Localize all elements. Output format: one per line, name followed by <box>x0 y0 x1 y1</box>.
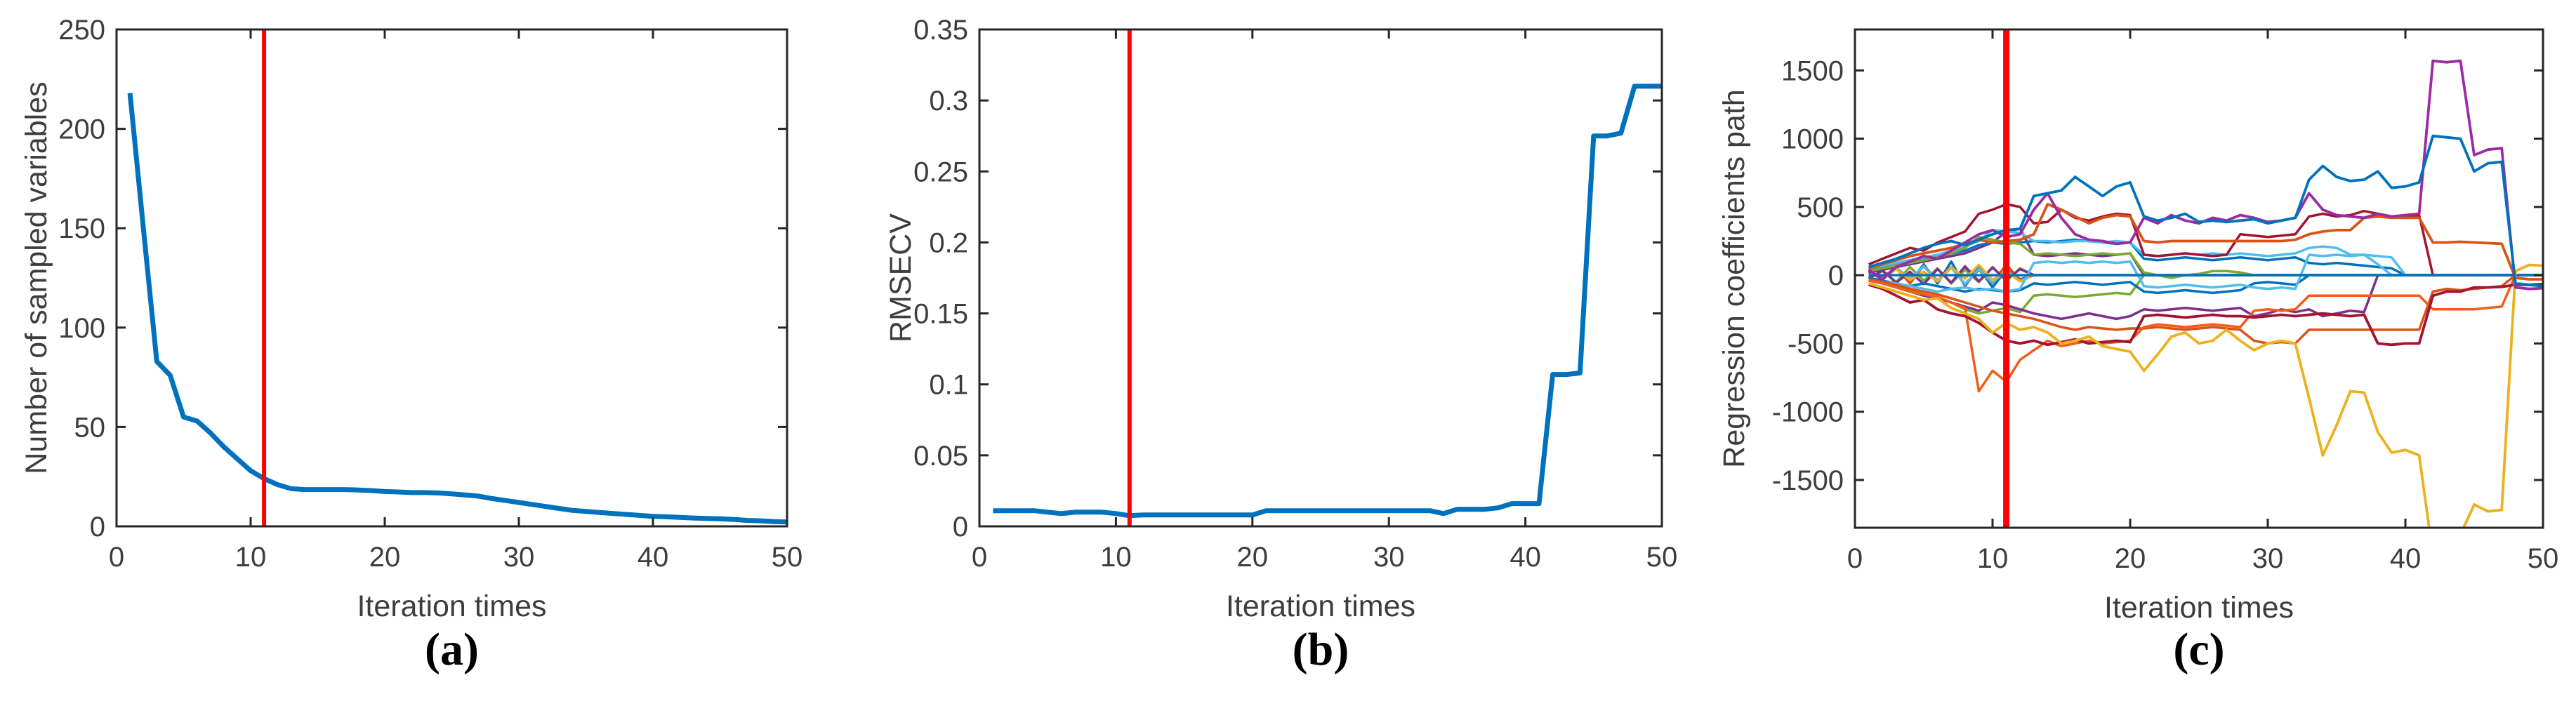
y-tick-label: 0.15 <box>913 299 968 330</box>
x-tick-label: 20 <box>1237 542 1269 573</box>
panel-a: 0 10 20 30 40 50 0 50 100 150 200 250 Iteration time… <box>0 0 859 706</box>
y-axis-title: RMSECV <box>884 213 918 342</box>
y-tick-label: 0.2 <box>929 227 968 258</box>
y-tick-label: 0 <box>953 512 968 542</box>
y-tick-label: 0.05 <box>913 441 968 472</box>
x-axis-title: Iteration times <box>1226 590 1415 623</box>
x-tick-label: 10 <box>1977 543 2009 574</box>
axis-box <box>115 28 788 528</box>
y-tick-label: 1000 <box>1781 124 1844 155</box>
x-tick-label: 40 <box>1510 542 1541 573</box>
x-axis-title: Iteration times <box>357 590 546 623</box>
panel-c: 0 10 20 30 40 50 -1500 -1000 -500 0 500 1000 1500 Ite… <box>1717 0 2576 706</box>
x-tick-label: 0 <box>1847 543 1863 574</box>
panel-a-chart: 0 10 20 30 40 50 0 50 100 150 200 250 Iteration time… <box>20 15 803 623</box>
x-tick-label: 20 <box>2115 543 2146 574</box>
series-coef-purple3 <box>1868 227 2543 277</box>
y-tick-label: -1000 <box>1772 397 1844 428</box>
y-tick-label: 0.35 <box>913 15 968 46</box>
panel-c-chart: 0 10 20 30 40 50 -1500 -1000 -500 0 500 1000 1500 Ite… <box>1717 28 2559 625</box>
y-tick-label: 150 <box>58 213 105 244</box>
axis-box <box>978 28 1663 528</box>
series-coef-purple2 <box>1868 274 2543 321</box>
y-tick-label: 100 <box>58 313 105 344</box>
y-tick-label: 0.1 <box>929 370 968 401</box>
x-tick-label: 50 <box>2528 543 2559 574</box>
x-tick-label: 0 <box>972 542 987 573</box>
series-coef-darkred-main <box>1868 282 2543 347</box>
x-tick-label: 0 <box>109 542 124 573</box>
x-tick-label: 20 <box>369 542 401 573</box>
y-axis-title: Number of sampled variables <box>20 81 53 474</box>
x-tick-label: 50 <box>1646 542 1678 573</box>
x-tick-label: 40 <box>638 542 669 573</box>
y-tick-label: 500 <box>1797 192 1844 223</box>
y-tick-label: 250 <box>58 15 105 46</box>
y-axis-title: Regression coefficients path <box>1717 89 1751 467</box>
series-coef-orange-main <box>1868 203 2543 281</box>
axis-box <box>1854 28 2544 529</box>
x-axis-title: Iteration times <box>2104 591 2294 625</box>
panel-b-caption: (b) <box>1292 624 1349 675</box>
x-tick-label: 30 <box>503 542 535 573</box>
y-tick-label: -1500 <box>1772 465 1844 496</box>
panel-b: 0 10 20 30 40 50 0 0.05 0.1 0.15 0.2 0.25 0.3 0.35 Ite… <box>859 0 1717 706</box>
y-tick-label: 1500 <box>1781 55 1844 86</box>
y-tick-label: -500 <box>1788 328 1844 359</box>
x-tick-label: 10 <box>1100 542 1132 573</box>
series-group <box>127 93 787 525</box>
y-tick-label: 50 <box>74 412 106 443</box>
y-tick-label: 0 <box>1828 260 1844 291</box>
y-tick-label: 0 <box>90 512 105 542</box>
series-sampled-variables <box>127 93 787 525</box>
x-tick-label: 30 <box>1373 542 1405 573</box>
series-coef-darkred2 <box>1868 203 2543 277</box>
series-coef-amber-main <box>1868 263 2543 528</box>
y-tick-label: 0.3 <box>929 86 968 116</box>
series-coef-orange-neg2 <box>1868 274 2543 345</box>
panel-a-caption: (a) <box>425 624 479 675</box>
x-tick-label: 50 <box>772 542 803 573</box>
series-group <box>1868 59 2543 528</box>
series-rmsecv <box>993 84 1662 519</box>
series-group <box>993 84 1662 519</box>
y-tick-label: 200 <box>58 114 105 145</box>
panel-c-caption: (c) <box>2173 624 2225 675</box>
series-coef-blue-main <box>1868 134 2543 288</box>
x-tick-label: 10 <box>235 542 267 573</box>
y-tick-label: 0.25 <box>913 156 968 187</box>
panel-b-chart: 0 10 20 30 40 50 0 0.05 0.1 0.15 0.2 0.25 0.3 0.35 Ite… <box>884 15 1678 623</box>
x-tick-label: 40 <box>2390 543 2422 574</box>
x-tick-label: 30 <box>2252 543 2284 574</box>
